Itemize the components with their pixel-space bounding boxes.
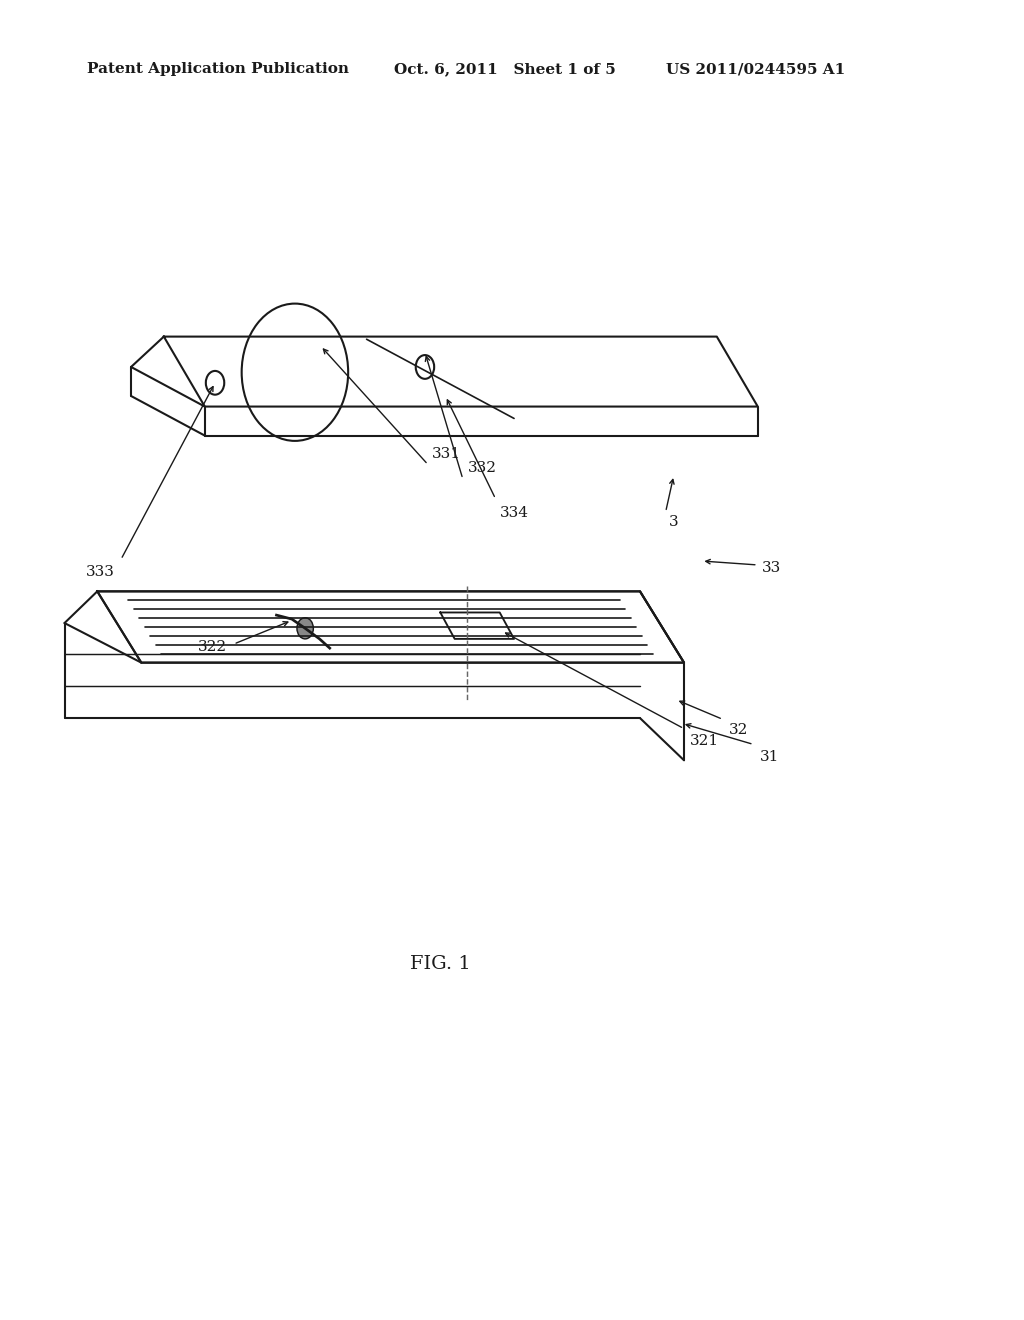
Text: 321: 321 bbox=[690, 734, 719, 748]
Text: 322: 322 bbox=[199, 640, 227, 653]
Text: 331: 331 bbox=[432, 446, 461, 461]
Text: 333: 333 bbox=[86, 565, 115, 579]
Text: FIG. 1: FIG. 1 bbox=[410, 954, 471, 973]
Text: 31: 31 bbox=[760, 750, 779, 764]
Text: 334: 334 bbox=[500, 506, 528, 520]
Text: 32: 32 bbox=[729, 723, 749, 738]
Text: 3: 3 bbox=[669, 515, 678, 529]
Circle shape bbox=[297, 618, 313, 639]
Text: US 2011/0244595 A1: US 2011/0244595 A1 bbox=[666, 62, 845, 77]
Text: Oct. 6, 2011   Sheet 1 of 5: Oct. 6, 2011 Sheet 1 of 5 bbox=[394, 62, 616, 77]
Text: 33: 33 bbox=[762, 561, 781, 574]
Text: Patent Application Publication: Patent Application Publication bbox=[87, 62, 349, 77]
Text: 332: 332 bbox=[468, 461, 497, 475]
